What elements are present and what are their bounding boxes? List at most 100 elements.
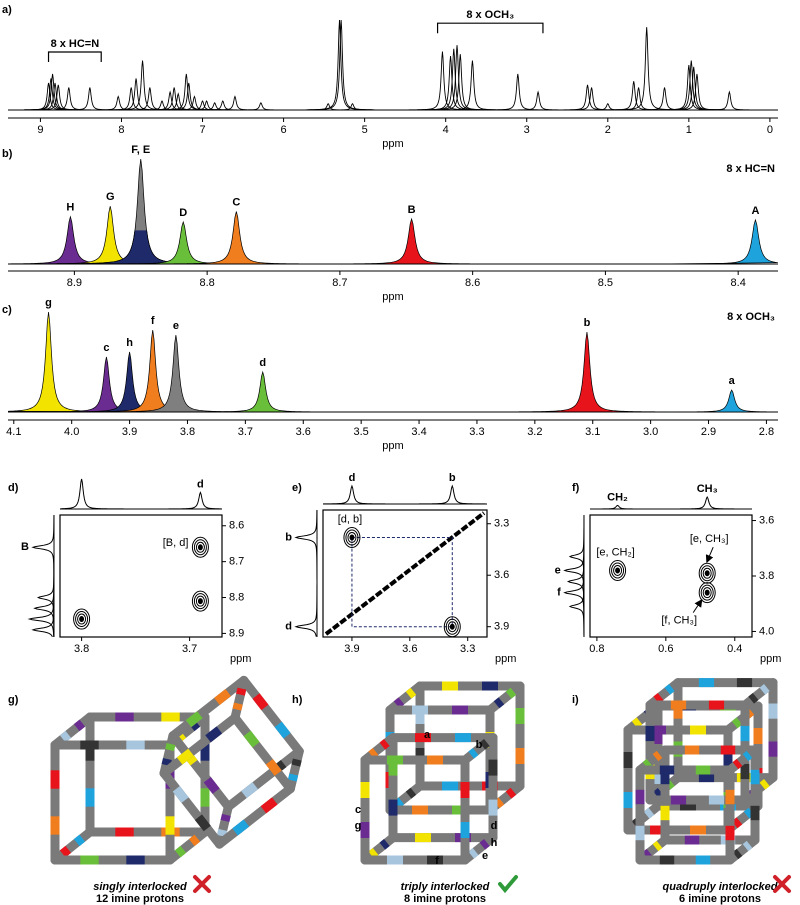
imine-segment [220, 813, 231, 822]
caption-line-2: 8 imine protons [404, 893, 486, 905]
annotation: 8 x OCH₃ [466, 9, 514, 21]
bond [214, 784, 295, 849]
panel-label: g) [8, 694, 19, 706]
cross-peak-contour [347, 531, 357, 543]
bond [230, 675, 249, 723]
atom-label: h [491, 837, 498, 849]
cross-peak-label: [e, CH₂] [596, 546, 635, 558]
imine-segment [236, 687, 247, 696]
x-tick-label: 8.4 [731, 277, 746, 289]
peak [227, 102, 295, 111]
x-tick-label: 3.2 [527, 426, 542, 438]
imine-segment [642, 848, 653, 860]
x-tick-label: 8.9 [67, 277, 82, 289]
x-tick-label: 3.7 [238, 426, 253, 438]
imine-segment [731, 717, 743, 729]
y-tick-label: 3.3 [494, 518, 509, 530]
imine-segment [652, 840, 663, 852]
imine-segment [393, 697, 405, 709]
diagonal [324, 511, 486, 636]
peak [426, 54, 494, 111]
x-tick-label: 8.6 [465, 277, 480, 289]
cross-peak-contour [613, 564, 623, 576]
x-tick-label: 3.4 [411, 426, 426, 438]
x-tick-label: 0.6 [658, 643, 673, 655]
projection-peak [323, 484, 394, 505]
caption-line-1: triply interlocked [401, 881, 490, 893]
imine-segment [652, 750, 663, 762]
x-tick-label: 2.8 [759, 426, 774, 438]
peak [663, 73, 731, 111]
check-icon [498, 875, 518, 894]
cross-peak-contour [191, 536, 209, 558]
imine-segment [232, 702, 243, 711]
cross-peak-contour [73, 608, 91, 630]
imine-segment [265, 758, 282, 776]
imine-segment [664, 684, 675, 695]
axis-label: ppm [760, 653, 781, 665]
peak [294, 102, 362, 111]
imine-segment [759, 684, 770, 695]
cross-peak-contour [349, 534, 355, 541]
peak-label: B [408, 204, 416, 216]
panel-label: f) [572, 482, 580, 494]
x-tick-label: 3.3 [460, 643, 475, 655]
cross-peak-contour [700, 584, 714, 601]
projection-peak [563, 550, 585, 635]
cross-peak-contour [698, 582, 716, 604]
arrow-line [692, 598, 703, 613]
bond [460, 733, 498, 765]
imine-segment [260, 797, 278, 814]
peak [630, 87, 699, 111]
peak [655, 64, 723, 111]
x-tick-label: 2.9 [701, 426, 716, 438]
peak [671, 218, 778, 265]
peak [152, 73, 220, 111]
imine-segment [479, 739, 490, 750]
cross-peak-contour [197, 598, 203, 605]
projection-peak [563, 528, 585, 613]
cross-peak-contour [75, 611, 89, 628]
plot-frame [59, 514, 223, 638]
spectrum-title: 8 x HC=N [726, 163, 775, 175]
imine-segment [291, 758, 302, 767]
imine-segment [368, 747, 379, 759]
imine-segment [631, 717, 643, 729]
peak [504, 90, 572, 111]
peak-label: CH₂ [607, 491, 628, 503]
imine-segment [643, 807, 655, 819]
imine-segment [185, 711, 203, 728]
x-tick-label: 0.8 [589, 643, 604, 655]
x-axis-label: ppm [382, 291, 403, 303]
peak-label: e [173, 320, 179, 332]
bond [230, 713, 295, 794]
projection-peak [590, 504, 660, 510]
cross-peak-contour [704, 570, 710, 577]
x-axis-label: ppm [382, 440, 403, 452]
projection-peak [294, 584, 318, 637]
imine-segment [205, 726, 223, 743]
imine-segment [468, 847, 479, 859]
imine-segment [161, 757, 172, 767]
axis-label: ppm [230, 653, 251, 665]
cross-peak-contour [700, 565, 714, 582]
peak-label: f [557, 587, 561, 599]
imine-segment [642, 758, 653, 770]
imine-segment [73, 719, 86, 732]
projection-peak [665, 495, 750, 510]
atom-label: b [476, 739, 483, 751]
x-tick-label: 3.3 [469, 426, 484, 438]
x-tick-label: 3 [524, 124, 530, 136]
bond [159, 713, 240, 778]
bond [165, 827, 210, 865]
bond [168, 731, 233, 812]
cross-peak-contour [698, 562, 716, 584]
imine-segment [232, 819, 250, 836]
peak-label: e [555, 564, 561, 576]
bond [460, 833, 498, 865]
cross-peak-contour [79, 616, 85, 623]
imine-segment [505, 687, 517, 699]
caption-line-2: 12 imine protons [96, 893, 184, 905]
cross-peak-contour [193, 593, 207, 610]
